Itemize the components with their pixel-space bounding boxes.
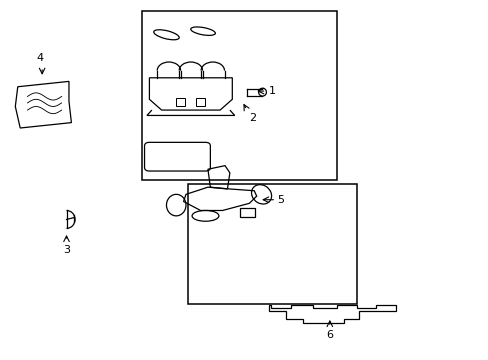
Text: 5: 5: [277, 195, 284, 205]
Text: 4: 4: [36, 53, 43, 63]
Bar: [176, 98, 184, 107]
Text: 1: 1: [268, 86, 275, 96]
Bar: [188, 184, 356, 304]
Text: 2: 2: [249, 113, 256, 123]
Bar: [195, 98, 204, 107]
Text: 6: 6: [325, 330, 333, 340]
Text: 3: 3: [63, 244, 70, 255]
Bar: [142, 12, 336, 180]
